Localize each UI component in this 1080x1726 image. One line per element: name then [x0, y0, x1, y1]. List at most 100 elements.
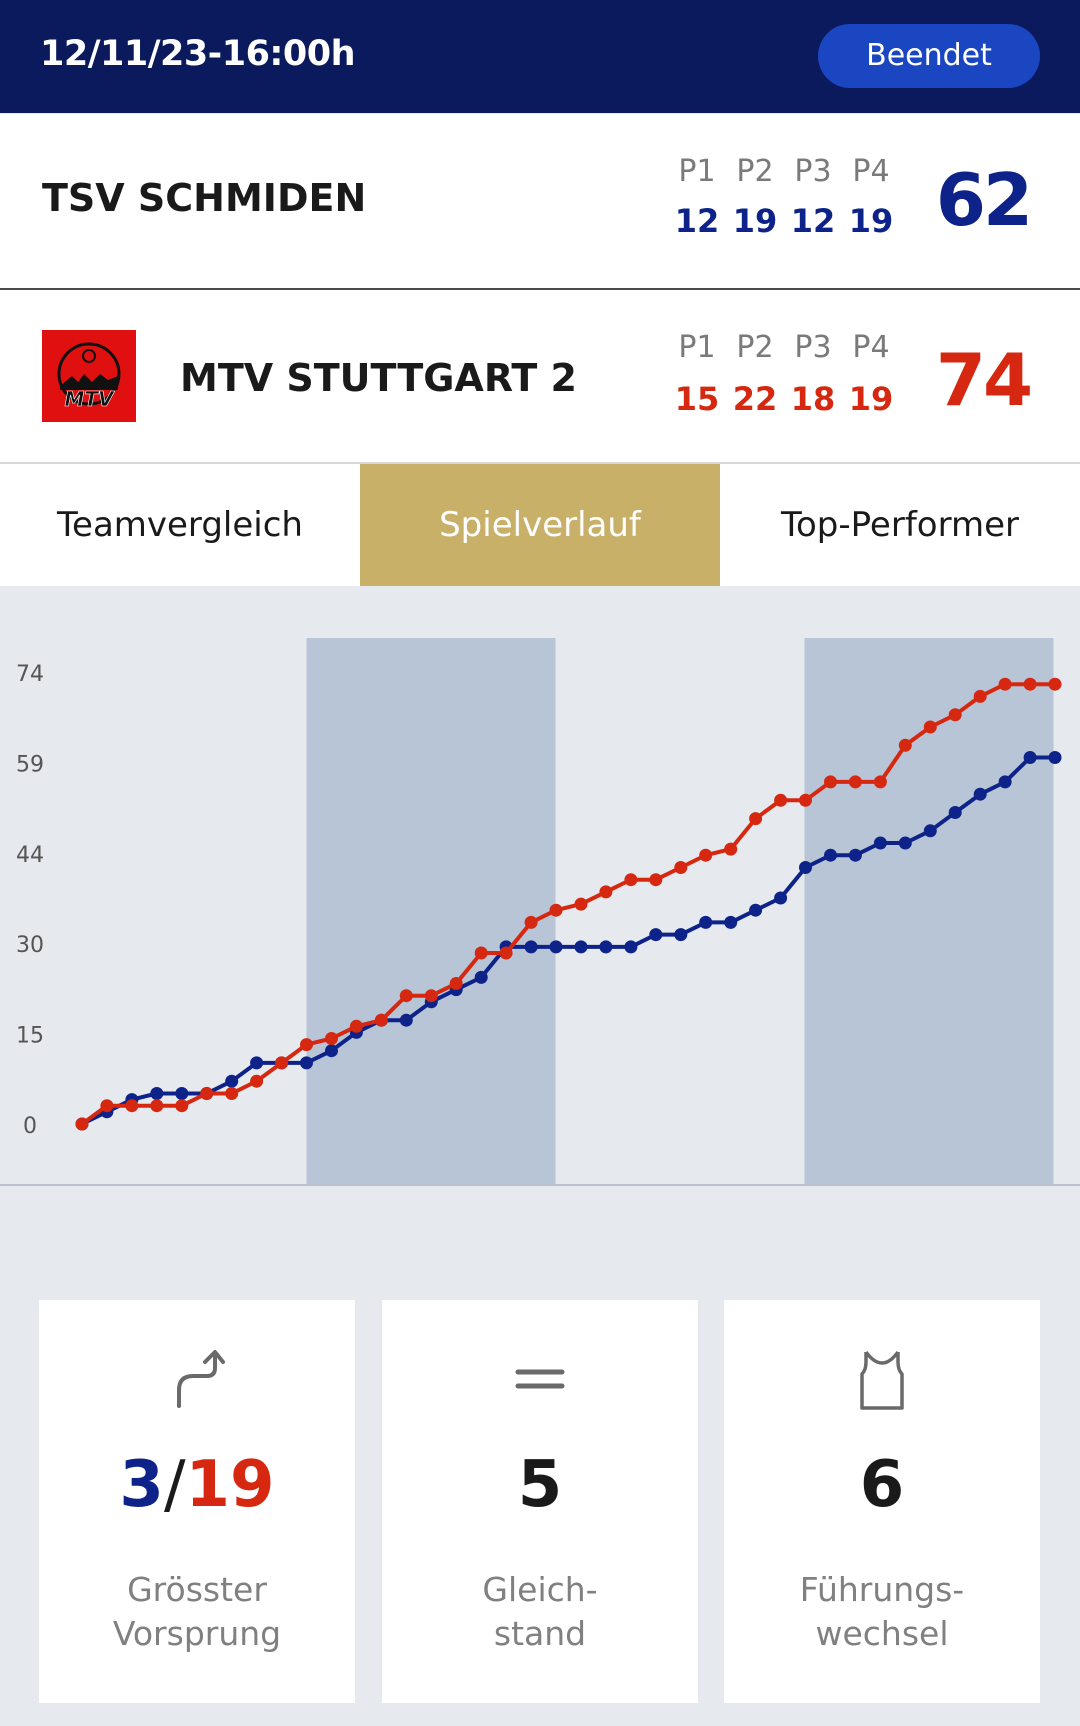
guest-score-p3: 18 [790, 380, 836, 418]
guest-team-name: MTV STUTTGART 2 [180, 356, 577, 400]
data-point [873, 836, 887, 850]
period-band-p2 [306, 638, 556, 1184]
tab-teamvergleich[interactable]: Teamvergleich [57, 505, 303, 545]
data-point [998, 775, 1012, 789]
data-point [898, 738, 912, 752]
tab-top-performer[interactable]: Top-Performer [781, 505, 1019, 545]
data-point [250, 1074, 264, 1088]
lead-changes-caption: Führungs-wechsel [799, 1570, 965, 1653]
data-point [824, 775, 837, 789]
chart-canvas: 74594430150P1P2P3P4 [0, 638, 1080, 1246]
biggest-lead-caption: Grösster Vorsprung [112, 1570, 282, 1653]
data-point [549, 903, 563, 917]
data-point [624, 873, 638, 887]
data-point [100, 1099, 114, 1113]
data-point [649, 873, 663, 887]
data-point [599, 885, 613, 899]
data-point [175, 1087, 189, 1100]
data-point [474, 970, 488, 984]
data-point [574, 940, 588, 954]
data-point [649, 928, 663, 942]
period-label-p4: P4 [852, 330, 890, 365]
y-tick-label: 30 [16, 933, 44, 958]
data-point [150, 1099, 164, 1113]
data-point [923, 720, 937, 734]
guest-team-row[interactable]: MTV MTV STUTTGART 2 P1 P2 P3 P4 15 22 18… [0, 290, 1080, 464]
period-label-p1: P1 [678, 330, 716, 365]
data-point [724, 842, 738, 856]
data-point [524, 940, 538, 954]
period-label-p3: P3 [794, 154, 832, 189]
data-point [300, 1038, 313, 1052]
data-point [549, 940, 563, 954]
data-point [774, 891, 788, 905]
data-point [325, 1044, 338, 1058]
data-point [499, 946, 513, 960]
series-line-0 [81, 755, 1055, 1126]
data-point [799, 793, 812, 807]
period-label-p1: P1 [678, 154, 716, 189]
home-team-row[interactable]: TSV SCHMIDEN P1 P2 P3 P4 12 19 12 19 62 [0, 114, 1080, 290]
data-point [1048, 677, 1062, 691]
data-point [349, 1019, 363, 1033]
home-score-p2: 19 [732, 202, 778, 240]
data-point [624, 940, 638, 954]
tab-spielverlauf[interactable]: Spielverlauf [360, 464, 720, 586]
y-tick-label: 0 [23, 1114, 37, 1139]
period-label-p3: P3 [794, 330, 832, 365]
data-point [574, 897, 588, 911]
data-point [150, 1087, 164, 1100]
jersey-icon [842, 1340, 922, 1420]
trend-arrow-icon [157, 1340, 237, 1420]
guest-lead: 19 [185, 1448, 275, 1522]
data-point [699, 848, 713, 862]
data-point [674, 928, 688, 942]
data-point [948, 708, 962, 722]
card-lead-changes: 6 Führungs-wechsel [724, 1300, 1040, 1703]
data-point [973, 689, 987, 703]
data-point [799, 861, 812, 874]
guest-score-p2: 22 [732, 380, 778, 418]
data-point [374, 1013, 388, 1027]
home-score-p4: 19 [848, 202, 894, 240]
data-point [973, 787, 987, 801]
data-point [674, 861, 688, 874]
ties-value: 5 [517, 1448, 563, 1522]
guest-total-score: 74 [935, 338, 1033, 422]
match-datetime: 12/11/23-16:00h [40, 34, 356, 74]
data-point [424, 989, 438, 1003]
data-point [75, 1117, 89, 1131]
ties-caption: Gleich-stand [482, 1570, 598, 1653]
home-score-p3: 12 [790, 202, 836, 240]
data-point [873, 775, 887, 789]
period-label-p2: P2 [736, 330, 774, 365]
match-header: 12/11/23-16:00h Beendet [0, 0, 1080, 113]
data-point [998, 677, 1012, 691]
status-badge[interactable]: Beendet [818, 24, 1040, 88]
data-point [250, 1056, 264, 1070]
data-point [399, 989, 413, 1003]
data-point [275, 1056, 289, 1070]
y-tick-label: 15 [16, 1024, 44, 1049]
data-point [848, 775, 862, 789]
score-progression-chart: 74594430150P1P2P3P4 [0, 588, 1080, 1246]
data-point [1023, 677, 1037, 691]
mtv-logo-icon: MTV [42, 330, 136, 422]
data-point [824, 848, 837, 862]
data-point [474, 946, 488, 960]
data-point [175, 1099, 189, 1113]
data-point [1023, 751, 1037, 764]
card-ties: 5 Gleich-stand [382, 1300, 698, 1703]
data-point [300, 1056, 313, 1070]
home-total-score: 62 [935, 158, 1033, 242]
period-label-p2: P2 [736, 154, 774, 189]
data-point [749, 812, 763, 826]
period-band-p4 [804, 638, 1054, 1184]
guest-score-p1: 15 [674, 380, 720, 418]
data-point [325, 1032, 338, 1045]
data-point [449, 977, 463, 990]
logo-lettering: MTV [64, 387, 115, 411]
home-team-name: TSV SCHMIDEN [42, 176, 367, 220]
data-point [125, 1099, 139, 1113]
data-point [524, 915, 538, 929]
